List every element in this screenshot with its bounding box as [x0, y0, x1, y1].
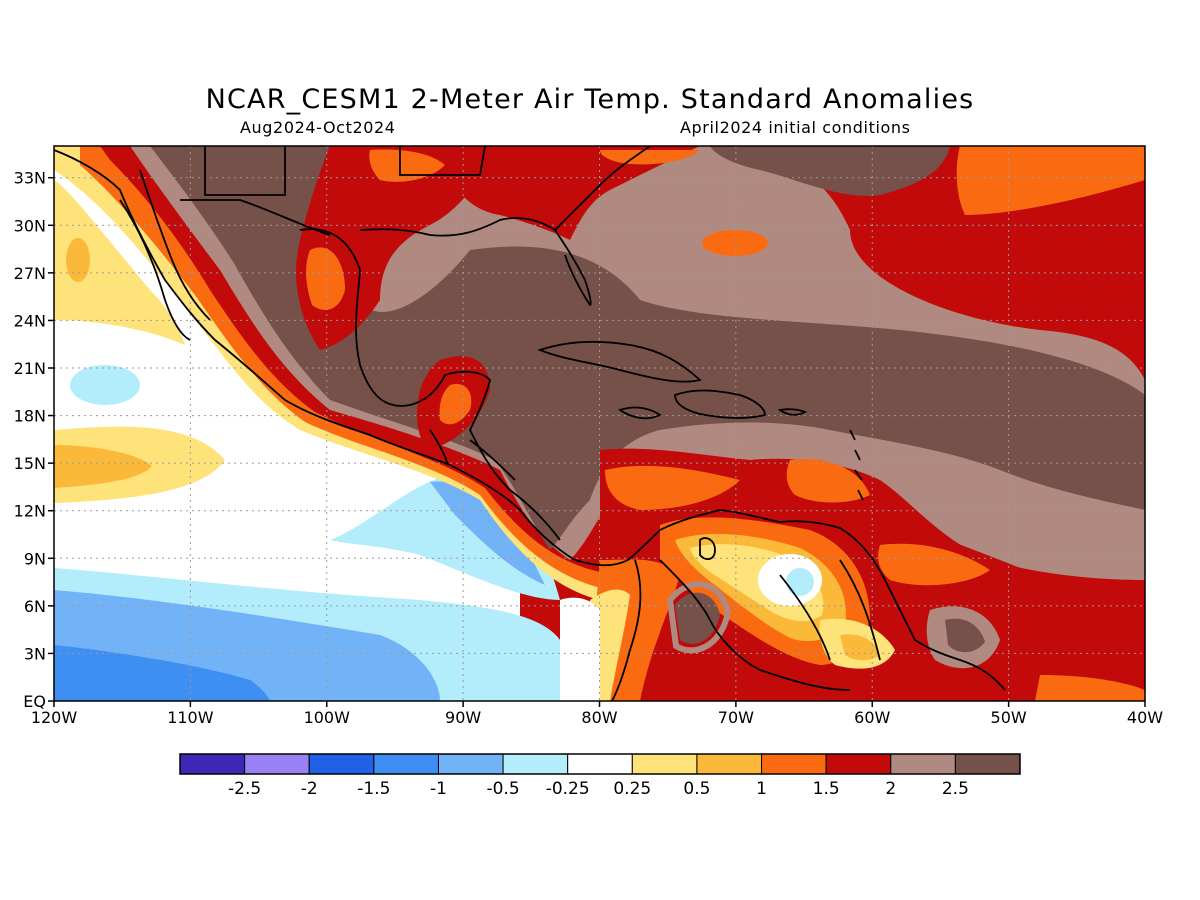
warm-southeast-us: [440, 146, 700, 240]
legend-swatch: [179, 753, 246, 775]
legend-label: -1: [430, 779, 447, 799]
puerto-rico: [777, 408, 808, 416]
legend-swatch: [244, 753, 310, 775]
legend-swatch: [567, 753, 633, 775]
lat-label: 3N: [24, 644, 46, 663]
legend-label: 2: [885, 779, 896, 799]
warm-atlantic-spot: [702, 230, 768, 256]
lat-label: EQ: [23, 692, 46, 711]
legend-swatch: [373, 753, 439, 775]
legend-swatch: [631, 753, 698, 775]
lat-label: 30N: [14, 216, 46, 235]
legend-label: 0.25: [613, 779, 651, 799]
lon-label: 80W: [581, 708, 617, 727]
lat-label: 24N: [14, 311, 46, 330]
strong-cool-anomaly: [54, 645, 270, 701]
cool-patch-west: [70, 365, 140, 405]
lat-label: 9N: [24, 549, 46, 568]
cool-anomaly-gulf-panama: [430, 481, 545, 585]
gulf-coast-mexico: [299, 228, 561, 541]
legend-label: -2: [301, 779, 318, 799]
strong-warm-atlantic-north: [710, 146, 950, 196]
lon-label: 40W: [1127, 708, 1163, 727]
lat-label: 21N: [14, 359, 46, 378]
legend-label: 1.5: [813, 779, 840, 799]
color-legend: -2.5 -2 -1.5 -1 -0.5 -0.25 0.25 0.5 1 1.5 2 2.5: [179, 753, 1021, 799]
neutral-colombia-offshore: [560, 597, 600, 701]
lat-label: 27N: [14, 264, 46, 283]
lon-label: 120W: [31, 708, 78, 727]
lon-label: 110W: [167, 708, 214, 727]
legend-label: 0.5: [683, 779, 710, 799]
hispaniola: [674, 389, 766, 419]
anomaly-field: [54, 146, 1145, 701]
legend-swatch: [825, 753, 892, 775]
central-america-borders: [429, 429, 516, 481]
lon-label: 70W: [718, 708, 754, 727]
legend-frame: [179, 753, 1021, 775]
gulf-coast-us: [359, 217, 592, 306]
cool-venezuela: [786, 568, 814, 596]
lat-label: 18N: [14, 407, 46, 426]
warm-carolina: [369, 149, 445, 182]
legend-swatch: [502, 753, 569, 775]
us-mexico-border: [180, 199, 331, 236]
warm-caribbean-orange-2: [786, 459, 870, 503]
lat-label: 6N: [24, 597, 46, 616]
lat-label: 33N: [14, 169, 46, 188]
graticule: [54, 146, 1145, 701]
legend-label: 1: [756, 779, 767, 799]
gulf-of-california: [139, 169, 211, 321]
warm-band-pacific-core: [54, 445, 152, 488]
legend-label: 2.5: [942, 779, 969, 799]
warm-caribbean-orange-1: [605, 465, 740, 510]
warm-brazil-orange: [1035, 675, 1145, 701]
map-title: NCAR_CESM1 2-Meter Air Temp. Standard An…: [205, 84, 975, 115]
lat-label: 15N: [14, 454, 46, 473]
longitude-axis: 120W 110W 100W 90W 80W 70W 60W 50W 40W: [31, 701, 1163, 727]
warm-baja-spot: [66, 238, 90, 282]
south-america-borders: [659, 559, 881, 691]
forecast-period: Aug2024-Oct2024: [240, 118, 396, 137]
baja-peninsula: [119, 199, 191, 341]
legend-label: -0.25: [546, 779, 590, 799]
lat-label: 12N: [14, 502, 46, 521]
warm-atlantic-spot-north: [600, 150, 700, 165]
initial-conditions: April2024 initial conditions: [680, 118, 911, 137]
warm-guyana-orange: [878, 543, 990, 586]
lon-label: 100W: [304, 708, 351, 727]
us-state-borders: [204, 146, 286, 196]
lon-label: 60W: [854, 708, 890, 727]
lon-label: 90W: [445, 708, 481, 727]
legend-swatch: [954, 753, 1021, 775]
atlantic-coast-us: [554, 146, 651, 231]
colombia-pacific-coast: [611, 559, 642, 701]
legend-swatch: [890, 753, 956, 775]
legend-swatch: [761, 753, 827, 775]
cuba: [537, 340, 702, 383]
us-state-borders-east: [399, 146, 486, 176]
warm-guianas-brown: [945, 618, 985, 653]
legend-swatch: [696, 753, 763, 775]
legend-swatch: [437, 753, 504, 775]
lake-maracaibo: [699, 537, 716, 561]
legend-swatch: [308, 753, 375, 775]
south-america-north-coast: [659, 509, 1006, 691]
lon-label: 50W: [991, 708, 1027, 727]
warm-colombia-ring: [666, 581, 732, 654]
warm-baja-offshore: [54, 180, 185, 345]
legend-label: -1.5: [357, 779, 390, 799]
lesser-antilles: [849, 429, 864, 501]
legend-label: -0.5: [486, 779, 519, 799]
legend-label: -2.5: [228, 779, 261, 799]
strong-warm-anomaly-brown: [150, 146, 1145, 550]
warm-anomaly-texas: [296, 146, 500, 350]
warm-atlantic-ne: [956, 146, 1145, 215]
warm-texas-core: [306, 247, 345, 310]
jamaica: [617, 406, 662, 420]
latitude-axis: 33N 30N 27N 24N 21N 18N 15N 12N 9N 6N 3N EQ: [14, 169, 54, 711]
coastlines: [54, 146, 1006, 701]
